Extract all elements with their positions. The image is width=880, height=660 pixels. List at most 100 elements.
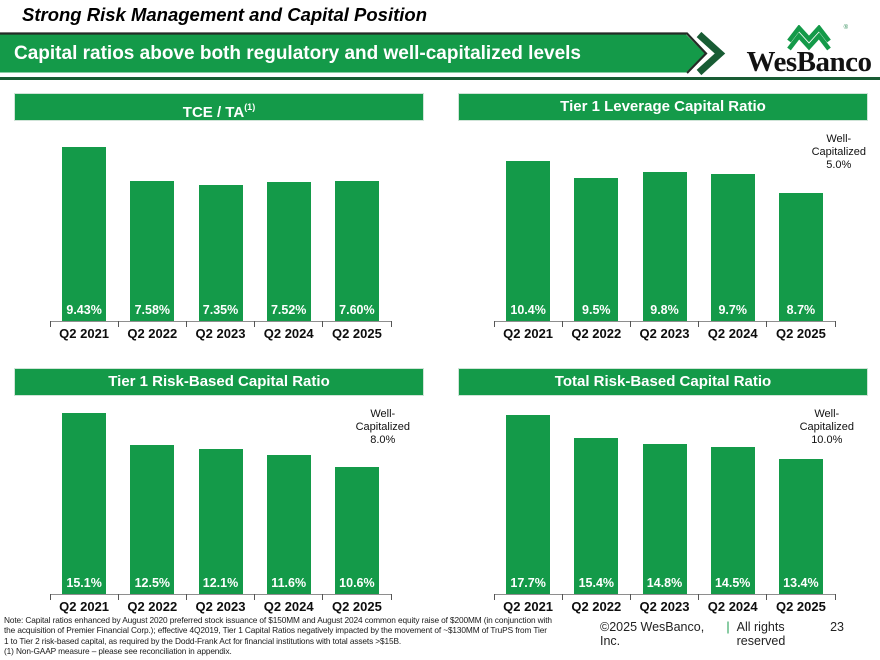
chart-plot: 9.43% Q2 2021 7.58% Q2 2022 7.35% Q2 2023 7.52… — [14, 121, 424, 341]
x-axis-category-label: Q2 2022 — [571, 599, 622, 614]
bar-value-label: 14.8% — [646, 576, 683, 590]
footnote-line: Note: Capital ratios enhanced by August … — [4, 615, 552, 625]
bar-q2-2024: 14.5% — [710, 447, 755, 594]
x-axis-tick — [390, 321, 392, 327]
x-axis-line — [50, 320, 391, 322]
registered-trademark: ® — [843, 25, 848, 31]
annotation-line: 10.0% — [811, 434, 843, 446]
bar-value-label: 7.58% — [134, 303, 171, 317]
bar-q2-2023: 9.8% — [642, 172, 687, 321]
x-axis-category-label: Q2 2023 — [195, 326, 246, 341]
well-capitalized-annotation: Well- Capitalized 10.0% — [800, 408, 854, 447]
x-axis-category-label: Q2 2025 — [775, 599, 826, 614]
x-axis-category-label: Q2 2024 — [263, 599, 314, 614]
bar-q2-2025: 7.60% — [334, 180, 379, 321]
wesbanco-logo: ® WesBanco — [740, 25, 878, 77]
bar-q2-2024: 11.6% — [266, 455, 311, 594]
chart-plot: 17.7% Q2 2021 15.4% Q2 2022 14.8% Q2 2023 14.5… — [458, 396, 868, 614]
bar-q2-2022: 7.58% — [130, 180, 175, 321]
x-axis-tick — [629, 594, 632, 600]
bar-q2-2025: 13.4% — [778, 458, 823, 594]
x-axis-tick — [493, 321, 495, 327]
chart-plot: 15.1% Q2 2021 12.5% Q2 2022 12.1% Q2 2023 11.6… — [14, 396, 424, 614]
x-axis-tick — [117, 321, 119, 327]
x-axis-tick — [629, 321, 632, 327]
annotation-line: Capitalized — [355, 421, 410, 433]
well-capitalized-annotation: Well- Capitalized 5.0% — [812, 133, 866, 172]
x-axis-category-label: Q2 2021 — [503, 326, 554, 341]
bar-value-label: 8.7% — [786, 303, 816, 317]
bar-value-label: 9.5% — [582, 303, 611, 317]
bar-value-label: 15.1% — [66, 576, 102, 590]
bar-q2-2025: 8.7% — [778, 193, 823, 321]
footnotes: Note: Capital ratios enhanced by August … — [4, 615, 552, 657]
bar-value-label: 10.6% — [339, 576, 375, 590]
x-axis-tick — [322, 594, 324, 600]
x-axis-tick — [117, 594, 119, 600]
annotation-line: Well- — [826, 133, 852, 145]
x-axis-category-label: Q2 2023 — [639, 599, 690, 614]
chart-title: Tier 1 Risk-Based Capital Ratio — [108, 373, 330, 390]
x-axis-tick — [834, 321, 836, 327]
banner-shape — [0, 34, 705, 73]
x-axis-category-label: Q2 2022 — [127, 326, 178, 341]
x-axis-tick — [698, 594, 700, 600]
footnote-line: the acquisition of Premier Financial Cor… — [4, 625, 547, 636]
x-axis-category-label: Q2 2024 — [707, 599, 758, 614]
chart-title-footnote-marker: (1) — [244, 102, 256, 112]
bar-q2-2022: 12.5% — [130, 444, 175, 594]
x-axis-tick — [834, 594, 836, 600]
bar-q2-2022: 9.5% — [574, 178, 619, 321]
chart-title: TCE / TA — [182, 104, 245, 121]
x-axis-tick — [766, 594, 768, 600]
bar-q2-2023: 12.1% — [198, 449, 243, 594]
footnote-line: 1 to Tier 2 risk-based capital, as requi… — [4, 635, 402, 646]
x-axis-tick — [185, 594, 188, 600]
x-axis-category-label: Q2 2021 — [59, 326, 110, 341]
x-axis-tick — [185, 321, 188, 327]
x-axis-line — [50, 593, 391, 595]
chart-title-bar: Total Risk-Based Capital Ratio — [458, 368, 868, 396]
header-divider — [0, 77, 880, 80]
x-axis-category-label: Q2 2022 — [127, 599, 178, 614]
chart-title: Total Risk-Based Capital Ratio — [554, 373, 772, 390]
x-axis-category-label: Q2 2024 — [707, 326, 758, 341]
bar-value-label: 15.4% — [578, 576, 615, 590]
annotation-line: 8.0% — [370, 434, 396, 446]
bar-value-label: 12.1% — [202, 576, 239, 590]
bar-value-label: 7.60% — [339, 303, 375, 317]
chart-title-bar: Tier 1 Risk-Based Capital Ratio — [14, 368, 424, 396]
chart-panel-tce-ta: TCE / TA(1) 9.43% Q2 2021 7.58% Q2 2022 7.35… — [14, 93, 424, 341]
bar-q2-2025: 10.6% — [334, 467, 379, 594]
bar-q2-2021: 15.1% — [62, 413, 107, 594]
x-axis-category-label: Q2 2021 — [503, 599, 554, 614]
chart-panel-total-risk-based: Total Risk-Based Capital Ratio 17.7% Q2 2… — [458, 368, 868, 614]
chart-plot: 10.4% Q2 2021 9.5% Q2 2022 9.8% Q2 2023 9.7% Q2… — [458, 121, 868, 341]
bar-value-label: 7.52% — [270, 303, 307, 317]
chart-title-bar: Tier 1 Leverage Capital Ratio — [458, 93, 868, 121]
x-axis-tick — [766, 321, 768, 327]
x-axis-category-label: Q2 2025 — [331, 599, 382, 614]
footer: ©2025 WesBanco, Inc. | All rights reserv… — [600, 620, 868, 648]
bar-q2-2021: 17.7% — [506, 415, 551, 594]
x-axis-tick — [254, 594, 256, 600]
banner-arrow — [0, 32, 726, 76]
bar-q2-2021: 9.43% — [62, 146, 107, 321]
chevron-accent-icon — [696, 32, 726, 76]
x-axis-category-label: Q2 2024 — [263, 326, 314, 341]
chart-title: Tier 1 Leverage Capital Ratio — [560, 98, 766, 115]
banner-title: Capital ratios above both regulatory and… — [14, 43, 581, 64]
annotation-line: Well- — [370, 408, 396, 420]
x-axis-tick — [561, 321, 563, 327]
x-axis-tick — [390, 594, 392, 600]
bar-value-label: 17.7% — [510, 576, 546, 590]
bar-q2-2024: 7.52% — [266, 182, 311, 321]
bar-value-label: 9.8% — [650, 303, 679, 317]
x-axis-category-label: Q2 2022 — [571, 326, 622, 341]
banner-top-edge — [0, 32, 708, 74]
bar-value-label: 9.7% — [718, 303, 747, 317]
x-axis-category-label: Q2 2025 — [331, 326, 382, 341]
copyright-text: ©2025 WesBanco, Inc. — [600, 620, 705, 648]
chart-title-bar: TCE / TA(1) — [14, 93, 424, 121]
